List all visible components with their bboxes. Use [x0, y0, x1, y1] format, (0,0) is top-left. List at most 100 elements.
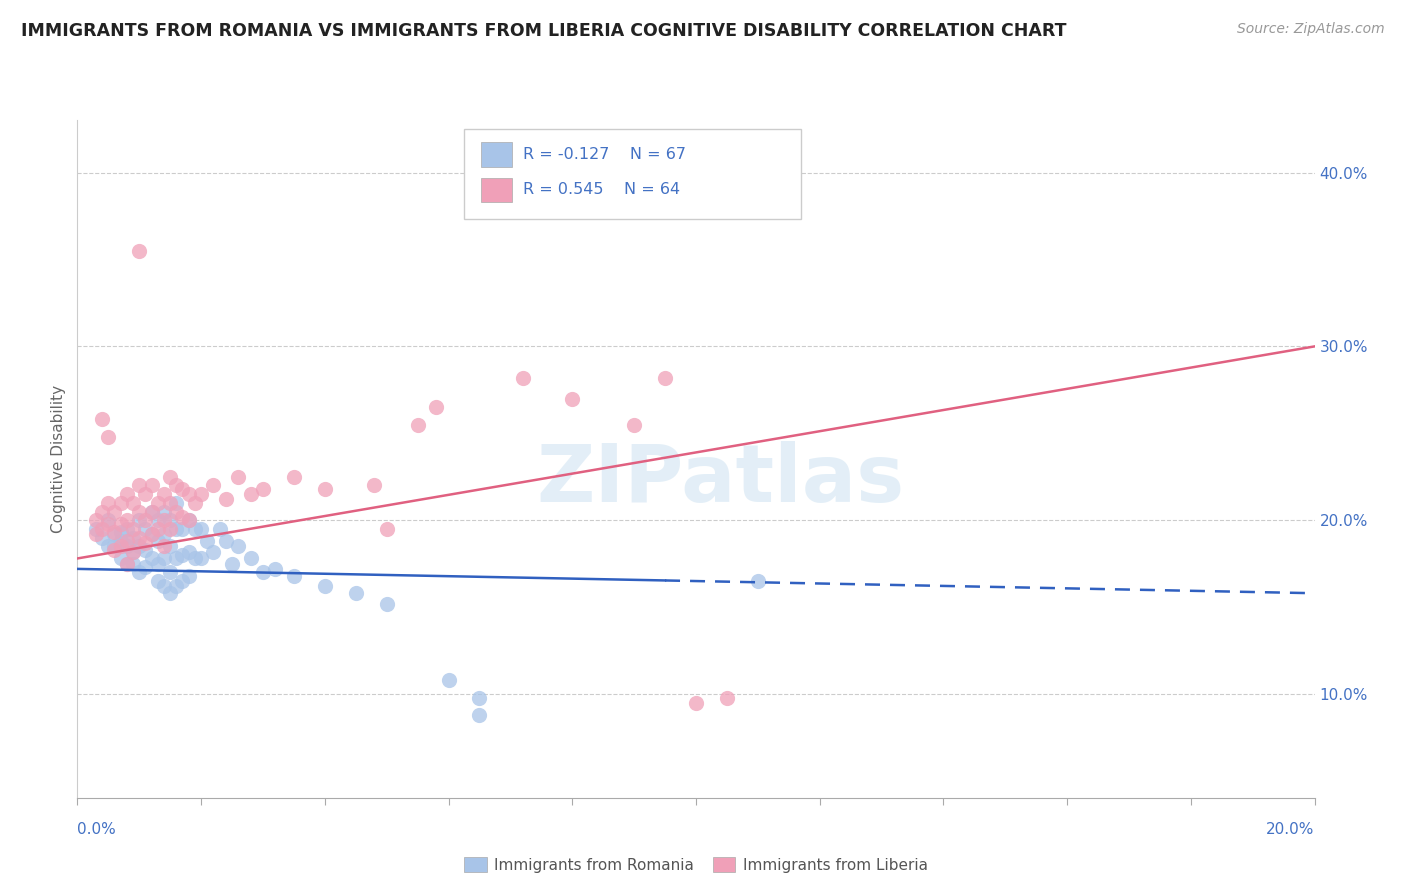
Point — [159, 539, 181, 553]
Point — [91, 504, 114, 518]
Point — [97, 539, 120, 553]
Point — [172, 482, 194, 496]
Point — [110, 525, 132, 540]
Point — [128, 513, 150, 527]
Point — [122, 544, 145, 558]
Point — [177, 513, 200, 527]
Text: IMMIGRANTS FROM ROMANIA VS IMMIGRANTS FROM LIBERIA COGNITIVE DISABILITY CORRELAT: IMMIGRANTS FROM ROMANIA VS IMMIGRANTS FR… — [21, 22, 1067, 40]
Point — [344, 586, 367, 600]
Point — [128, 539, 150, 553]
Point — [110, 534, 132, 549]
Point — [97, 516, 120, 531]
Point — [159, 566, 181, 580]
Legend: Immigrants from Romania, Immigrants from Liberia: Immigrants from Romania, Immigrants from… — [458, 851, 934, 879]
Point — [103, 539, 125, 553]
Point — [283, 469, 305, 483]
Point — [115, 522, 138, 536]
Text: Source: ZipAtlas.com: Source: ZipAtlas.com — [1237, 22, 1385, 37]
Point — [134, 522, 156, 536]
Point — [165, 478, 187, 492]
Point — [363, 478, 385, 492]
Point — [141, 504, 163, 518]
Point — [128, 478, 150, 492]
Point — [654, 370, 676, 384]
Point — [184, 496, 207, 510]
Point — [195, 534, 218, 549]
Point — [512, 370, 534, 384]
Point — [425, 401, 447, 415]
Point — [122, 496, 145, 510]
Point — [134, 560, 156, 574]
Point — [91, 531, 114, 545]
Point — [84, 513, 107, 527]
Y-axis label: Cognitive Disability: Cognitive Disability — [51, 385, 66, 533]
Point — [561, 392, 583, 406]
Point — [128, 566, 150, 580]
Point — [468, 690, 491, 705]
Point — [202, 544, 225, 558]
Point — [165, 522, 187, 536]
Point — [91, 522, 114, 536]
Point — [159, 513, 181, 527]
Point — [122, 522, 145, 536]
Point — [172, 548, 194, 562]
Point — [146, 522, 169, 536]
Point — [110, 516, 132, 531]
Point — [110, 496, 132, 510]
Point — [153, 527, 176, 541]
Point — [172, 522, 194, 536]
Point — [146, 534, 169, 549]
Point — [103, 527, 125, 541]
Point — [184, 522, 207, 536]
Point — [153, 551, 176, 566]
Point — [716, 690, 738, 705]
Point — [122, 557, 145, 571]
Point — [172, 574, 194, 588]
Point — [184, 551, 207, 566]
Point — [141, 478, 163, 492]
Point — [747, 574, 769, 588]
Point — [97, 513, 120, 527]
Point — [159, 586, 181, 600]
Point — [226, 539, 249, 553]
Point — [134, 536, 156, 550]
Point — [190, 487, 212, 501]
Point — [685, 696, 707, 710]
Point — [84, 527, 107, 541]
Point — [115, 487, 138, 501]
Text: R = 0.545    N = 64: R = 0.545 N = 64 — [523, 183, 681, 197]
Point — [122, 544, 145, 558]
Point — [115, 557, 138, 571]
Point — [314, 579, 336, 593]
Point — [153, 513, 176, 527]
Point — [252, 566, 274, 580]
Point — [375, 597, 398, 611]
Point — [252, 482, 274, 496]
Point — [239, 487, 262, 501]
Point — [84, 522, 107, 536]
Point — [153, 487, 176, 501]
Point — [146, 496, 169, 510]
Point — [115, 557, 138, 571]
Point — [215, 492, 238, 507]
Point — [159, 522, 181, 536]
Point — [239, 551, 262, 566]
Text: 0.0%: 0.0% — [77, 822, 117, 837]
Point — [141, 527, 163, 541]
Point — [165, 579, 187, 593]
Point — [177, 487, 200, 501]
Point — [115, 513, 138, 527]
Point — [128, 504, 150, 518]
Point — [215, 534, 238, 549]
Point — [314, 482, 336, 496]
Point — [190, 551, 212, 566]
Point — [177, 513, 200, 527]
Point — [437, 673, 460, 687]
Point — [153, 539, 176, 553]
Point — [153, 504, 176, 518]
Point — [97, 430, 120, 444]
Text: R = -0.127    N = 67: R = -0.127 N = 67 — [523, 147, 686, 161]
Point — [159, 469, 181, 483]
Point — [375, 522, 398, 536]
Text: ZIPatlas: ZIPatlas — [537, 441, 905, 519]
